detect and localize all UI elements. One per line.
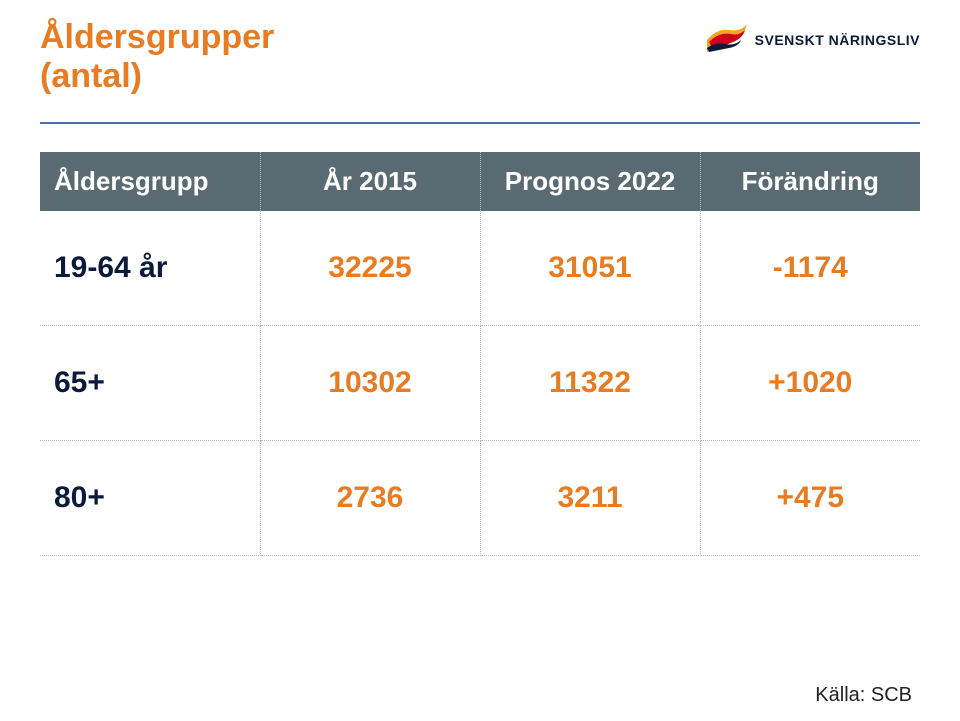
flame-icon	[705, 20, 749, 59]
table-row: 80+ 2736 3211 +475	[40, 441, 920, 556]
row-prognos: 11322	[480, 326, 700, 441]
row-label: 65+	[40, 326, 260, 441]
row-prognos: 31051	[480, 211, 700, 326]
header-divider	[40, 122, 920, 124]
row-prognos: 3211	[480, 441, 700, 556]
row-2015: 2736	[260, 441, 480, 556]
brand-logo-text: SVENSKT NÄRINGSLIV	[755, 32, 920, 48]
col-header-prognos: Prognos 2022	[480, 152, 700, 211]
col-header-2015: År 2015	[260, 152, 480, 211]
brand-logo: SVENSKT NÄRINGSLIV	[705, 20, 920, 59]
row-change: +475	[700, 441, 920, 556]
col-header-change: Förändring	[700, 152, 920, 211]
row-label: 19-64 år	[40, 211, 260, 326]
table-header-row: Åldersgrupp År 2015 Prognos 2022 Förändr…	[40, 152, 920, 211]
age-groups-table: Åldersgrupp År 2015 Prognos 2022 Förändr…	[40, 152, 920, 556]
row-change: +1020	[700, 326, 920, 441]
source-label: Källa: SCB	[815, 684, 912, 707]
row-label: 80+	[40, 441, 260, 556]
row-change: -1174	[700, 211, 920, 326]
title-line-2: (antal)	[40, 57, 920, 96]
table-row: 65+ 10302 11322 +1020	[40, 326, 920, 441]
table-row: 19-64 år 32225 31051 -1174	[40, 211, 920, 326]
col-header-group: Åldersgrupp	[40, 152, 260, 211]
row-2015: 32225	[260, 211, 480, 326]
slide: Åldersgrupper (antal) SVENSKT NÄRINGSLIV…	[0, 0, 960, 721]
row-2015: 10302	[260, 326, 480, 441]
